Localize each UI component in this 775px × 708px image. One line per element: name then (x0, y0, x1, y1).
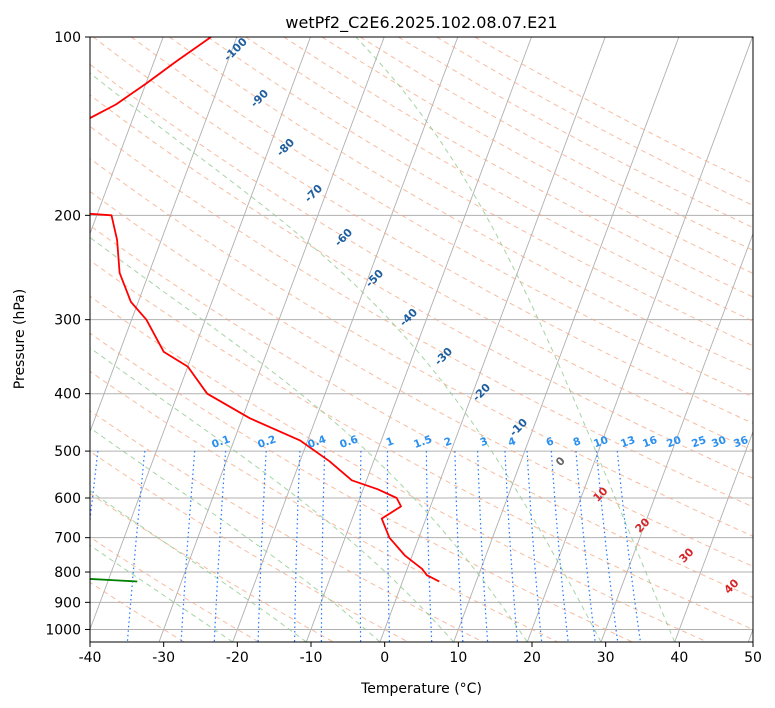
isotherm-line (232, 37, 459, 642)
x-tick-label: -20 (226, 650, 249, 666)
isotherm-line (90, 37, 238, 433)
mixing-ratio-label: 0.4 (306, 433, 328, 451)
dry-adiabat-line (130, 37, 753, 398)
dry-adiabat-line (92, 37, 753, 424)
mixing-ratio-label: 16 (641, 434, 659, 450)
y-tick-label: 1000 (45, 622, 81, 638)
y-tick-label: 300 (54, 313, 81, 329)
isotherm-line (90, 37, 311, 631)
moist-adiabat-line (355, 37, 676, 642)
isotherm-line (526, 37, 753, 642)
mixing-ratio-label: 1.5 (412, 433, 434, 451)
mixing-ratio-label: 13 (619, 434, 637, 450)
chart-title: wetPf2_C2E6.2025.102.08.07.E21 (285, 13, 557, 33)
mixing-ratio-label: 6 (544, 435, 555, 449)
background-lines (90, 37, 753, 642)
dry-adiabat-line (169, 37, 753, 372)
plot-frame (89, 36, 754, 643)
x-tick-label: 50 (744, 650, 762, 666)
dry-adiabat-line (90, 224, 753, 599)
mixing-ratio-label: 10 (592, 434, 610, 450)
y-tick-label: 700 (54, 531, 81, 547)
dry-adiabat-line (90, 450, 410, 642)
mixing-ratio-label: 1 (384, 435, 395, 449)
axes: -40 -30 -20 -10 0 10 20 30 40 5010020030040050060… (45, 30, 762, 666)
dry-adiabat-line (90, 370, 559, 642)
x-tick-label: 40 (670, 650, 688, 666)
plot-background (90, 37, 753, 642)
dry-adiabat-line (90, 63, 753, 452)
x-axis-label: Temperature (°C) (360, 681, 482, 697)
y-tick-label: 800 (54, 565, 81, 581)
isotherm-line (453, 37, 680, 642)
dry-adiabat-line (90, 332, 634, 642)
dry-adiabat-line (90, 295, 709, 642)
y-axis-label: Pressure (hPa) (12, 289, 28, 389)
moist-adiabat-line (90, 544, 233, 642)
dry-adiabat-line (90, 94, 753, 479)
isotherm-line (305, 37, 532, 642)
y-tick-label: 900 (54, 595, 81, 611)
isotherm-line (674, 430, 753, 642)
temperature-trace (90, 37, 440, 583)
isotherm-line (90, 37, 164, 235)
moist-adiabat-line (90, 72, 602, 642)
mixing-ratio-label: 30 (710, 434, 728, 450)
dry-adiabat-line (90, 581, 186, 642)
x-tick-label: 30 (597, 650, 615, 666)
mixing-ratio-label: 25 (690, 434, 708, 450)
x-tick-label: -40 (79, 650, 102, 666)
x-tick-label: -30 (152, 650, 175, 666)
x-tick-label: 10 (449, 650, 467, 666)
y-tick-label: 100 (54, 30, 81, 46)
moist-adiabat-line (90, 347, 455, 642)
x-tick-label: -10 (300, 650, 323, 666)
dry-adiabat-line (90, 259, 753, 630)
isotherm-line (158, 37, 385, 642)
sounding-traces (90, 37, 440, 583)
mixing-ratio-label: 4 (506, 435, 517, 449)
moist-adiabat-line (90, 427, 381, 642)
mixing-ratio-label: 20 (665, 434, 683, 450)
mixing-ratio-label: 3 (478, 435, 489, 449)
y-tick-label: 500 (54, 444, 81, 460)
mixing-ratio-label: 8 (571, 435, 582, 449)
dry-adiabat-line (90, 410, 485, 642)
y-tick-label: 200 (54, 208, 81, 224)
isotherm-line (600, 232, 753, 642)
mixing-ratio-label: 0.2 (256, 433, 278, 451)
y-tick-label: 400 (54, 387, 81, 403)
x-tick-label: 0 (380, 650, 389, 666)
mixing-ratio-label: 36 (732, 434, 750, 450)
y-tick-label: 600 (54, 491, 81, 507)
mixing-ratio-label: 0.1 (210, 433, 232, 451)
x-tick-label: 20 (523, 650, 541, 666)
isotherm-line (379, 37, 606, 642)
moist-adiabat-line (90, 236, 528, 642)
mixing-ratio-label: 2 (442, 435, 453, 449)
mixing-ratio-label: 0.6 (338, 433, 360, 451)
dry-adiabat-line (90, 125, 753, 508)
